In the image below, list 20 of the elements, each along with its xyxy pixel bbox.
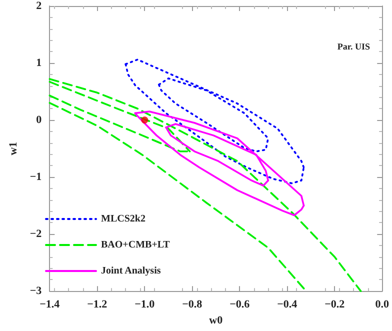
x-tick-label: −0.6 (230, 298, 250, 311)
x-axis-title: w0 (209, 314, 224, 326)
y-tick-label: 1 (36, 57, 42, 70)
y-axis-title: w1 (8, 142, 20, 156)
legend-label: BAO+CMB+LT (101, 240, 170, 250)
y-tick-label: 0 (36, 114, 42, 126)
x-tick-label: −1.2 (87, 298, 108, 311)
annotation: Par. UIS (337, 42, 370, 52)
x-tick-label: −0.8 (182, 298, 203, 311)
y-tick-label: −2 (30, 228, 42, 240)
x-tick-label: −0.4 (277, 298, 298, 311)
y-tick-label: 2 (36, 0, 42, 12)
legend-label: Joint Analysis (101, 266, 161, 276)
x-tick-label: −1.4 (40, 298, 60, 311)
y-tick-label: −3 (30, 285, 42, 298)
x-tick-label: −1.0 (134, 298, 156, 311)
legend-label: MLCS2k2 (101, 214, 146, 224)
x-tick-label: 0.0 (375, 298, 390, 311)
y-tick-label: −1 (30, 171, 42, 184)
x-tick-label: −0.2 (324, 298, 346, 311)
